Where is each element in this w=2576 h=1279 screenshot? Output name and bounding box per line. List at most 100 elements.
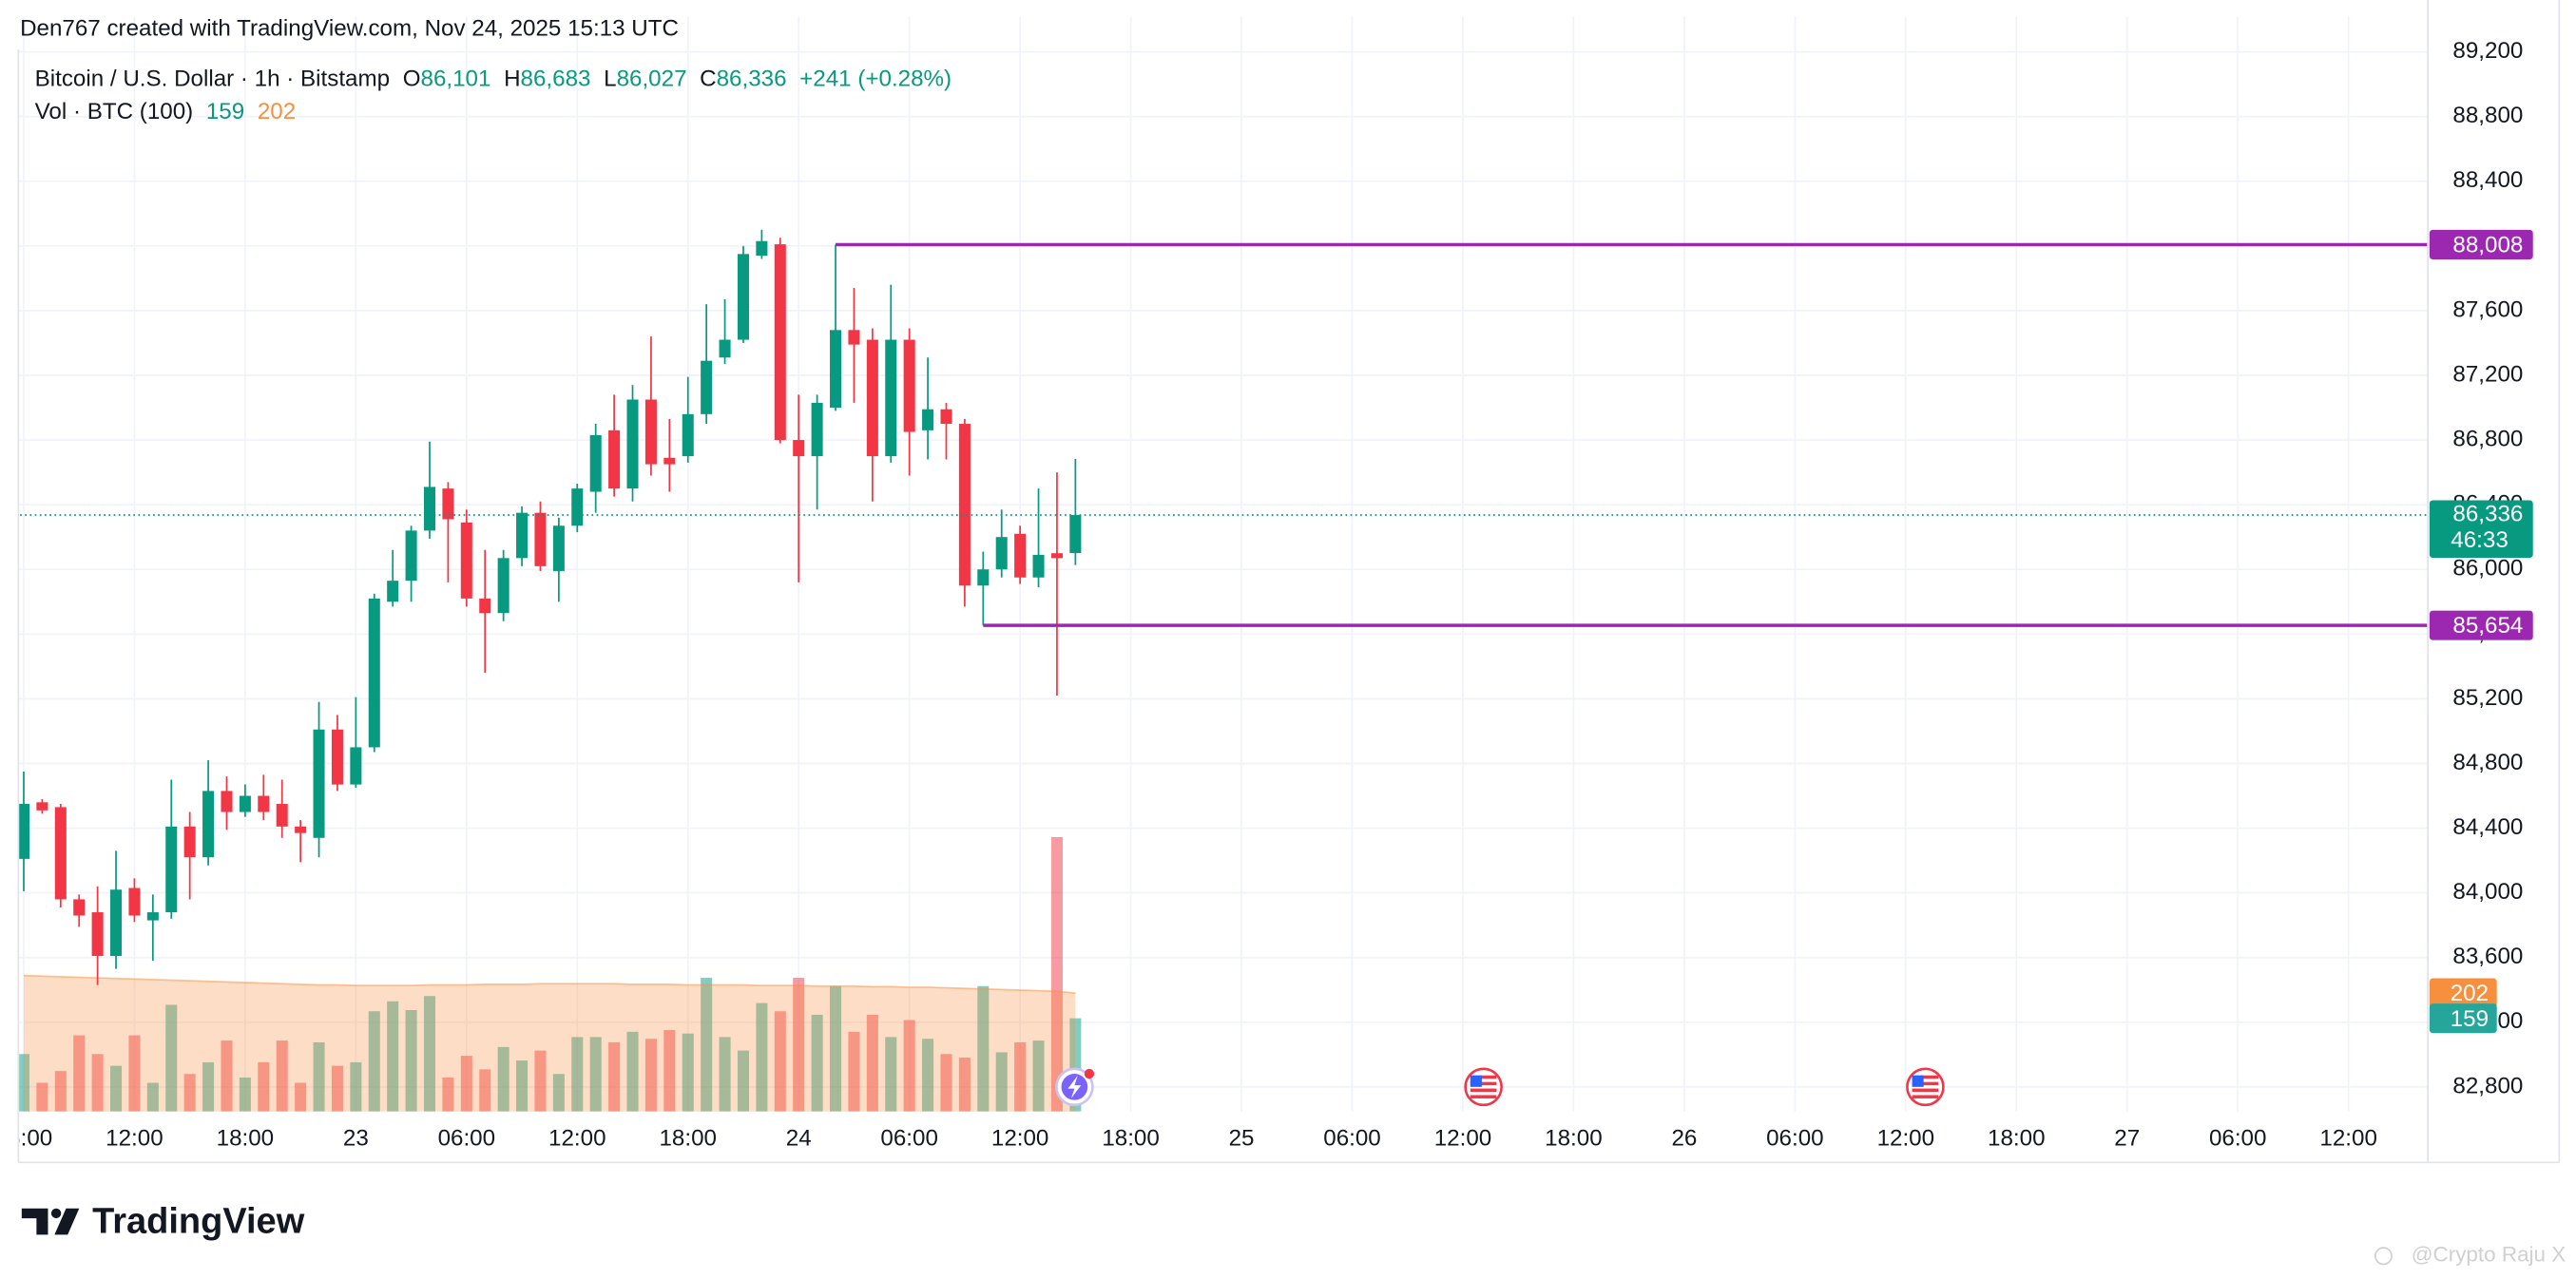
candle-body bbox=[128, 888, 141, 916]
volume-bar bbox=[295, 1082, 307, 1112]
volume-bar bbox=[866, 1014, 878, 1112]
volume-bar bbox=[36, 1082, 48, 1112]
volume-bar bbox=[1050, 836, 1063, 1112]
candle-body bbox=[682, 413, 694, 457]
level-label: 85,654 bbox=[2452, 613, 2523, 639]
y-tick-label: 86,000 bbox=[2452, 556, 2523, 582]
volume-bar bbox=[516, 1060, 529, 1112]
volume-bar bbox=[589, 1037, 602, 1112]
ohlc-key: L bbox=[604, 67, 616, 92]
volume-bar bbox=[1032, 1040, 1045, 1112]
x-tick-label: 12:00 bbox=[991, 1126, 1048, 1152]
candle-body bbox=[589, 434, 602, 492]
volume-legend: Vol · BTC (100) 159 202 bbox=[35, 100, 297, 125]
y-tick-label: 88,800 bbox=[2452, 103, 2523, 128]
ohlc-key: H bbox=[504, 67, 520, 92]
volume-bar bbox=[885, 1037, 897, 1112]
ohlc-value: 86,101 bbox=[421, 67, 491, 92]
volume-ma-line bbox=[23, 974, 1076, 994]
candle-body bbox=[146, 912, 159, 921]
event-icon bbox=[1464, 1067, 1503, 1107]
price-label: 86,336 bbox=[2452, 501, 2523, 526]
candle-body bbox=[793, 440, 805, 457]
price-pane bbox=[18, 229, 2429, 985]
volume-bar bbox=[110, 1065, 123, 1112]
x-tick-label: 18:00 bbox=[1102, 1126, 1160, 1152]
volume-bar bbox=[442, 1077, 454, 1112]
volume-bar bbox=[221, 1040, 233, 1112]
volume-bar bbox=[719, 1037, 731, 1112]
candle-body bbox=[221, 791, 233, 812]
volume-bar bbox=[368, 1011, 380, 1112]
candle-body bbox=[295, 826, 307, 833]
watermark-icon bbox=[2374, 1247, 2393, 1266]
volume-bar bbox=[460, 1056, 472, 1112]
volume-bar bbox=[91, 1054, 104, 1112]
x-tick-label: 06:00 bbox=[880, 1126, 937, 1152]
candle-body bbox=[903, 339, 915, 432]
y-tick-label: 86,800 bbox=[2452, 426, 2523, 451]
volume-bar bbox=[608, 1041, 621, 1112]
x-tick-label: 06:00 bbox=[2209, 1126, 2267, 1152]
candle-body bbox=[91, 912, 104, 957]
candle-body bbox=[423, 487, 436, 531]
volume-box bbox=[2429, 1003, 2497, 1034]
symbol: Bitcoin / U.S. Dollar · 1h · Bitstamp bbox=[35, 67, 390, 92]
x-tick-label: 27 bbox=[2114, 1126, 2140, 1152]
volume-bar bbox=[239, 1077, 251, 1112]
logo bbox=[21, 1208, 80, 1235]
candle-body bbox=[405, 530, 417, 582]
candle-body bbox=[1050, 553, 1063, 559]
candle-body bbox=[165, 826, 178, 913]
volume-bar bbox=[848, 1031, 860, 1112]
ohlc-value: 86,027 bbox=[617, 67, 687, 92]
x-tick-label: 06:00 bbox=[1323, 1126, 1381, 1152]
volume-bar bbox=[350, 1061, 362, 1112]
y-tick-label: 87,200 bbox=[2452, 361, 2523, 387]
x-tick-label: 12:00 bbox=[1434, 1126, 1492, 1152]
ohlc-key: C bbox=[700, 67, 716, 92]
candle-body bbox=[516, 512, 529, 559]
candle-body bbox=[719, 339, 731, 358]
candle-body bbox=[571, 488, 584, 526]
level-label-box bbox=[2429, 610, 2533, 640]
volume-bar bbox=[423, 996, 436, 1112]
x-tick-label: 06:00 bbox=[0, 1126, 52, 1152]
x-tick-label: 18:00 bbox=[1988, 1126, 2046, 1152]
watermark: @Crypto Raju X bbox=[2412, 1243, 2566, 1267]
x-tick-label: 23 bbox=[343, 1126, 369, 1152]
volume-ma-box bbox=[2429, 978, 2497, 1008]
volume-bar bbox=[903, 1020, 915, 1112]
brand: TradingView bbox=[92, 1201, 305, 1241]
candle-body bbox=[626, 399, 639, 489]
volume-ma-label: 202 bbox=[2451, 981, 2489, 1006]
volume-bar bbox=[756, 1002, 768, 1112]
candle-body bbox=[811, 402, 823, 457]
x-tick-label: 06:00 bbox=[1766, 1126, 1824, 1152]
volume-bar bbox=[146, 1082, 159, 1112]
volume-bar bbox=[183, 1074, 196, 1112]
candle-body bbox=[460, 522, 472, 599]
candle-body bbox=[534, 512, 547, 566]
candle-body bbox=[276, 804, 288, 827]
candle-body bbox=[701, 360, 713, 414]
y-tick-label: 85,200 bbox=[2452, 685, 2523, 711]
volume-value: 159 bbox=[206, 100, 244, 125]
ohlc-key: O bbox=[403, 67, 421, 92]
y-tick-label: 87,600 bbox=[2452, 296, 2523, 322]
candle-body bbox=[1032, 554, 1045, 578]
volume-bar bbox=[313, 1041, 325, 1112]
volume-bar bbox=[977, 985, 990, 1112]
x-tick-label: 12:00 bbox=[2319, 1126, 2377, 1152]
volume-bar bbox=[405, 1010, 417, 1112]
volume-bar bbox=[701, 978, 713, 1112]
candle-body bbox=[977, 569, 990, 586]
candle-body bbox=[737, 254, 749, 340]
price-label-box bbox=[2429, 500, 2533, 558]
volume-bar bbox=[811, 1014, 823, 1112]
candle-body bbox=[885, 339, 897, 457]
candle-body bbox=[995, 537, 1008, 570]
countdown: 46:33 bbox=[2451, 527, 2509, 553]
